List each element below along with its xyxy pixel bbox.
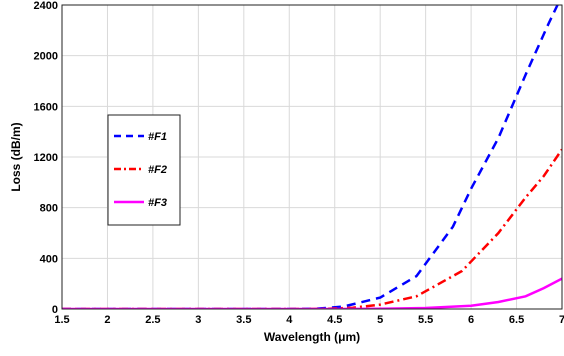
x-tick-label: 5.5 [418, 314, 433, 326]
x-tick-label: 2 [104, 314, 110, 326]
y-axis-title: Loss (dB/m) [9, 122, 23, 191]
x-tick-label: 5 [377, 314, 383, 326]
x-tick-label: 4 [286, 314, 293, 326]
x-tick-label: 2.5 [145, 314, 160, 326]
legend-label: #F2 [148, 164, 167, 176]
x-tick-label: 3 [195, 314, 201, 326]
x-axis: 1.5 2 2.5 3 3.5 4 4.5 5 5.5 6 6.5 7 [54, 314, 564, 326]
x-tick-label: 6 [468, 314, 474, 326]
y-tick-label: 1600 [34, 101, 58, 113]
series-line-f1 [62, 5, 559, 309]
y-tick-label: 2400 [34, 0, 58, 12]
y-tick-label: 0 [52, 304, 58, 316]
y-tick-label: 800 [40, 203, 58, 215]
x-axis-title: Wavelength (μm) [264, 330, 360, 344]
y-tick-label: 2000 [34, 51, 58, 63]
legend: #F1 #F2 #F3 [107, 114, 181, 226]
x-tick-label: 1.5 [54, 314, 69, 326]
x-tick-label: 3.5 [236, 314, 251, 326]
legend-label: #F3 [148, 197, 167, 209]
x-tick-label: 6.5 [509, 314, 524, 326]
legend-label: #F1 [148, 131, 167, 143]
x-tick-label: 7 [559, 314, 564, 326]
plot-frame [61, 4, 563, 310]
x-tick-label: 4.5 [327, 314, 342, 326]
y-tick-label: 400 [40, 253, 58, 265]
y-axis: 0 400 800 1200 1600 2000 2400 [34, 0, 58, 316]
y-tick-label: 1200 [34, 152, 58, 164]
series-line-f3 [62, 277, 562, 309]
